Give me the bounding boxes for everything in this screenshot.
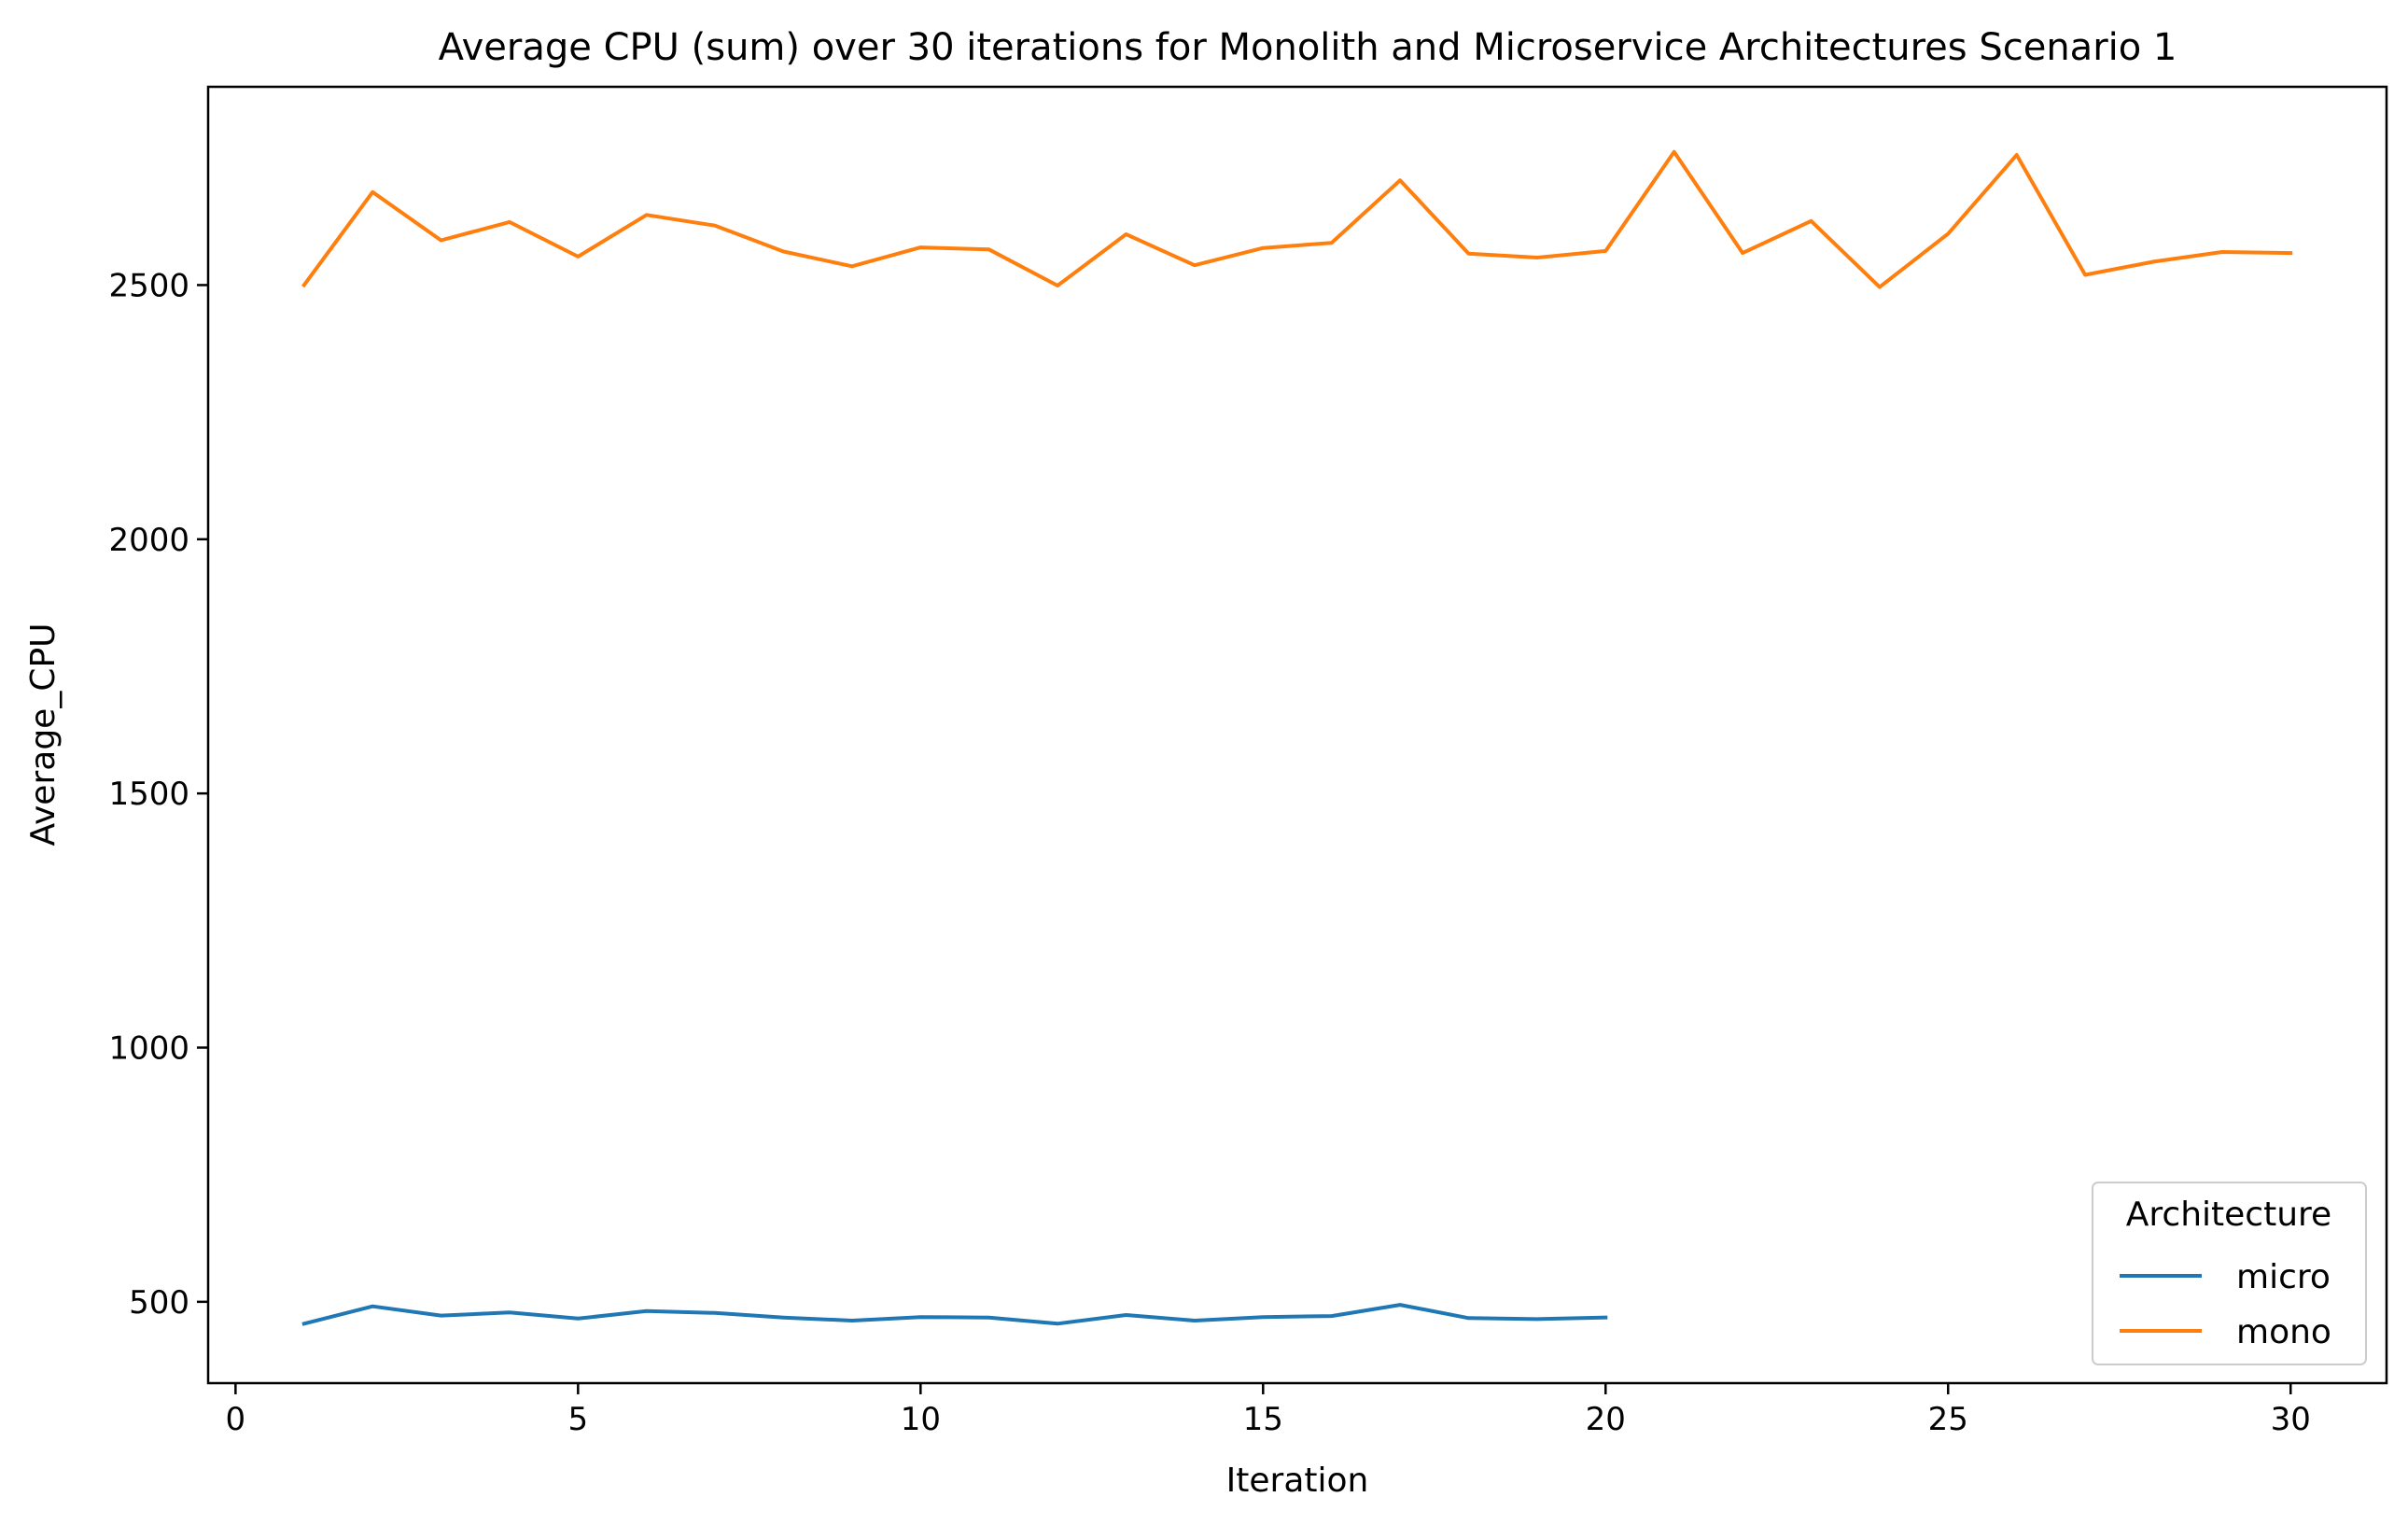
chart-title: Average CPU (sum) over 30 iterations for… xyxy=(439,26,2177,69)
plot-area xyxy=(206,85,2388,1385)
x-axis: 0 5 10 15 20 25 30 xyxy=(226,1383,2311,1438)
legend-entries: micro mono xyxy=(2120,1258,2331,1351)
legend-title: Architecture xyxy=(2126,1196,2331,1234)
legend: Architecture micro mono xyxy=(2092,1182,2367,1365)
series-line-micro xyxy=(301,1303,1608,1326)
x-tick-label-30: 30 xyxy=(2271,1401,2311,1438)
y-tick-label-2000: 2000 xyxy=(108,522,189,559)
y-tick-label-1500: 1500 xyxy=(108,776,189,813)
x-tick-label-0: 0 xyxy=(226,1401,246,1438)
y-axis: 500 1000 1500 2000 2500 xyxy=(108,267,208,1322)
series-layer xyxy=(301,149,2293,1326)
y-axis-label: Average_CPU xyxy=(24,623,63,846)
legend-box xyxy=(2092,1182,2367,1365)
legend-label-micro: micro xyxy=(2236,1258,2331,1296)
series-line-mono xyxy=(301,149,2293,289)
y-tick-label-500: 500 xyxy=(129,1284,189,1322)
y-tick-label-2500: 2500 xyxy=(108,267,189,304)
x-tick-label-5: 5 xyxy=(568,1401,589,1438)
x-axis-label: Iteration xyxy=(1226,1462,1369,1500)
plot-frame xyxy=(206,85,2388,1385)
x-tick-label-20: 20 xyxy=(1586,1401,1626,1438)
x-tick-label-25: 25 xyxy=(1928,1401,1968,1438)
legend-label-mono: mono xyxy=(2236,1313,2331,1351)
y-tick-label-1000: 1000 xyxy=(108,1029,189,1067)
x-tick-label-10: 10 xyxy=(901,1401,941,1438)
x-tick-label-15: 15 xyxy=(1243,1401,1283,1438)
